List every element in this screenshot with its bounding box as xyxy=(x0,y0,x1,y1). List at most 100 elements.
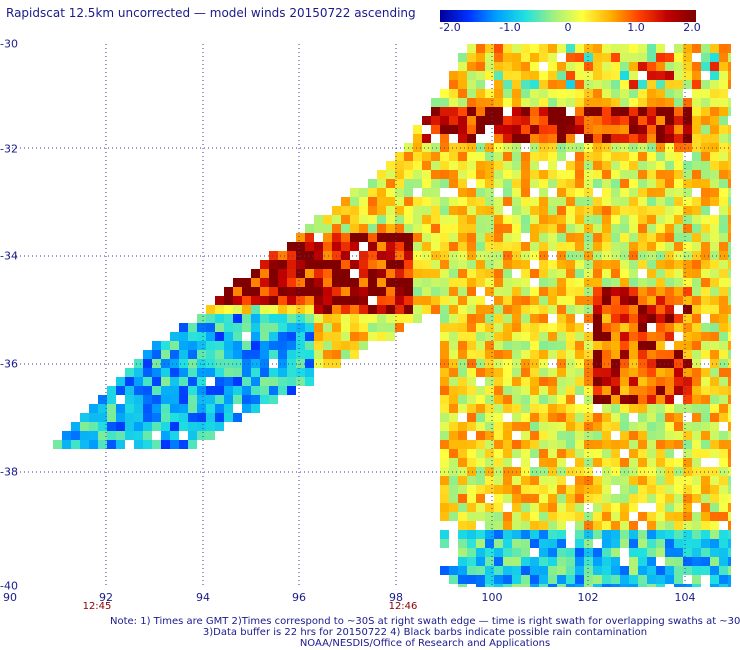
heatmap-cell xyxy=(647,413,656,422)
heatmap-cell xyxy=(413,296,422,305)
heatmap-cell xyxy=(485,350,494,359)
heatmap-cell xyxy=(341,296,350,305)
heatmap-cell xyxy=(449,503,458,512)
heatmap-cell xyxy=(647,431,656,440)
heatmap-cell xyxy=(593,440,602,449)
heatmap-cell xyxy=(476,125,485,134)
heatmap-cell xyxy=(629,584,638,587)
heatmap-cell xyxy=(269,269,278,278)
heatmap-cell xyxy=(674,53,683,62)
heatmap-cell xyxy=(449,404,458,413)
heatmap-cell xyxy=(602,80,611,89)
heatmap-cell xyxy=(458,512,467,521)
heatmap-cell xyxy=(170,368,179,377)
heatmap-cell xyxy=(665,323,674,332)
heatmap-cell xyxy=(458,476,467,485)
heatmap-cell xyxy=(332,341,341,350)
heatmap-cell xyxy=(701,197,710,206)
heatmap-cell xyxy=(530,494,539,503)
heatmap-cell xyxy=(575,152,584,161)
heatmap-cell xyxy=(566,188,575,197)
heatmap-cell xyxy=(638,494,647,503)
heatmap-cell xyxy=(494,251,503,260)
heatmap-cell xyxy=(422,287,431,296)
heatmap-cell xyxy=(620,296,629,305)
heatmap-cell xyxy=(503,557,512,566)
heatmap-cell xyxy=(152,413,161,422)
heatmap-cell xyxy=(494,413,503,422)
heatmap-cell xyxy=(719,116,728,125)
heatmap-cell xyxy=(332,206,341,215)
heatmap-cell xyxy=(692,386,701,395)
heatmap-cell xyxy=(692,71,701,80)
heatmap-cell xyxy=(647,233,656,242)
heatmap-cell xyxy=(368,332,377,341)
heatmap-cell xyxy=(548,197,557,206)
heatmap-cell xyxy=(422,296,431,305)
heatmap-cell xyxy=(521,413,530,422)
heatmap-cell xyxy=(179,386,188,395)
heatmap-cell xyxy=(332,233,341,242)
heatmap-cell xyxy=(440,107,449,116)
heatmap-cell xyxy=(692,485,701,494)
heatmap-cell xyxy=(638,332,647,341)
heatmap-cell xyxy=(656,125,665,134)
heatmap-cell xyxy=(530,242,539,251)
heatmap-cell xyxy=(710,89,719,98)
heatmap-cell xyxy=(413,170,422,179)
heatmap-cell xyxy=(503,53,512,62)
heatmap-cell xyxy=(656,260,665,269)
heatmap-cell xyxy=(728,152,731,161)
heatmap-cell xyxy=(458,152,467,161)
heatmap-cell xyxy=(656,449,665,458)
heatmap-cell xyxy=(647,107,656,116)
time-label: 12:46 xyxy=(388,601,418,612)
heatmap-cell xyxy=(719,404,728,413)
heatmap-cell xyxy=(341,269,350,278)
heatmap-cell xyxy=(602,584,611,587)
heatmap-cell xyxy=(584,242,593,251)
heatmap-cell xyxy=(431,287,440,296)
heatmap-cell xyxy=(485,170,494,179)
heatmap-cell xyxy=(296,332,305,341)
heatmap-cell xyxy=(296,296,305,305)
heatmap-cell xyxy=(692,557,701,566)
heatmap-cell xyxy=(692,368,701,377)
heatmap-cell xyxy=(692,125,701,134)
heatmap-cell xyxy=(638,467,647,476)
colorbar-tick: 1.0 xyxy=(627,21,645,34)
heatmap-cell xyxy=(449,476,458,485)
heatmap-cell xyxy=(683,71,692,80)
heatmap-cell xyxy=(575,404,584,413)
heatmap-cell xyxy=(530,116,539,125)
heatmap-cell xyxy=(683,134,692,143)
heatmap-cell xyxy=(215,341,224,350)
heatmap-cell xyxy=(692,242,701,251)
heatmap-cell xyxy=(575,278,584,287)
heatmap-cell xyxy=(395,170,404,179)
heatmap-cell xyxy=(341,206,350,215)
heatmap-cell xyxy=(305,332,314,341)
heatmap-cell xyxy=(350,224,359,233)
heatmap-cell xyxy=(575,305,584,314)
heatmap-cell xyxy=(386,161,395,170)
heatmap-cell xyxy=(638,152,647,161)
heatmap-cell xyxy=(494,557,503,566)
heatmap-cell xyxy=(539,116,548,125)
footnote-line: NOAA/NESDIS/Office of Research and Appli… xyxy=(299,638,551,649)
heatmap-cell xyxy=(557,359,566,368)
heatmap-cell xyxy=(584,179,593,188)
heatmap-cell xyxy=(602,395,611,404)
heatmap-cell xyxy=(683,368,692,377)
heatmap-cell xyxy=(719,143,728,152)
heatmap-cell xyxy=(692,62,701,71)
heatmap-cell xyxy=(710,71,719,80)
heatmap-cell xyxy=(386,233,395,242)
heatmap-cell xyxy=(512,584,521,587)
heatmap-cell xyxy=(692,377,701,386)
heatmap-cell xyxy=(602,368,611,377)
heatmap-cell xyxy=(593,431,602,440)
heatmap-cell xyxy=(557,251,566,260)
heatmap-cell xyxy=(197,386,206,395)
heatmap-cell xyxy=(539,494,548,503)
